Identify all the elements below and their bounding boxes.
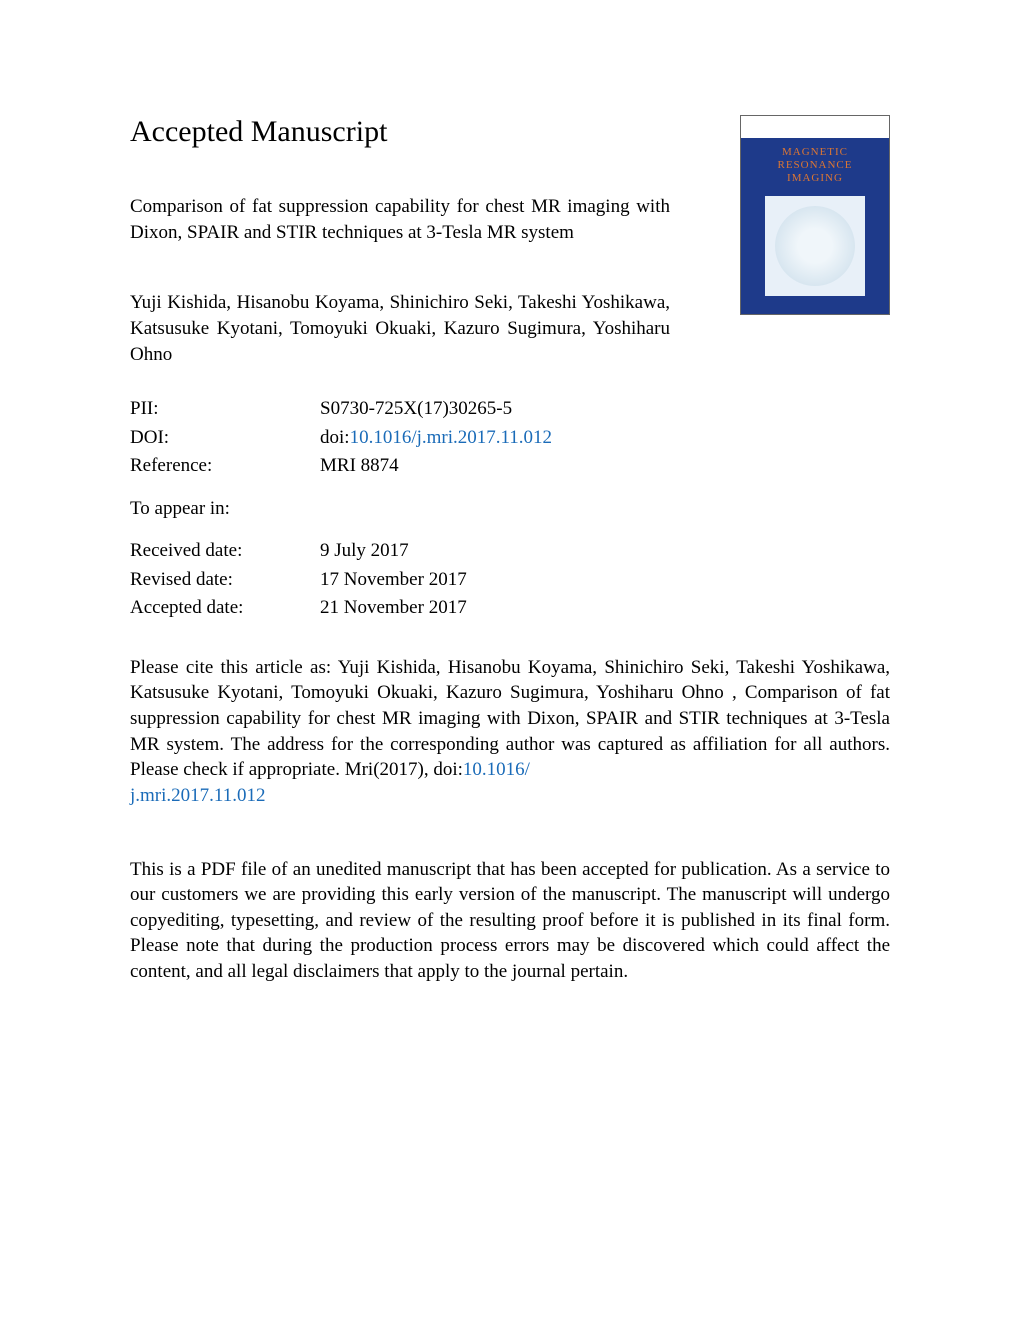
article-authors: Yuji Kishida, Hisanobu Koyama, Shinichir… bbox=[130, 290, 670, 367]
disclaimer-paragraph: This is a PDF file of an unedited manusc… bbox=[130, 857, 890, 985]
doi-value: doi:10.1016/j.mri.2017.11.012 bbox=[320, 424, 890, 453]
citation-instruction: Please cite this article as: Yuji Kishid… bbox=[130, 655, 890, 809]
citation-doi-link-part2[interactable]: j.mri.2017.11.012 bbox=[130, 785, 265, 806]
accepted-label: Accepted date: bbox=[130, 594, 320, 623]
pii-value: S0730-725X(17)30265-5 bbox=[320, 395, 890, 424]
received-value: 9 July 2017 bbox=[320, 537, 890, 566]
accepted-value: 21 November 2017 bbox=[320, 594, 890, 623]
cover-title-line-3: IMAGING bbox=[745, 172, 885, 185]
reference-value: MRI 8874 bbox=[320, 452, 890, 481]
article-title: Comparison of fat suppression capability… bbox=[130, 194, 670, 245]
appear-label: To appear in: bbox=[130, 495, 320, 524]
revised-value: 17 November 2017 bbox=[320, 566, 890, 595]
doi-label: DOI: bbox=[130, 424, 320, 453]
revised-label: Revised date: bbox=[130, 566, 320, 595]
article-metadata-table: PII: S0730-725X(17)30265-5 DOI: doi:10.1… bbox=[130, 395, 890, 623]
cover-title-line-1: MAGNETIC bbox=[745, 146, 885, 159]
journal-cover-thumbnail: MAGNETIC RESONANCE IMAGING bbox=[740, 115, 890, 315]
pii-label: PII: bbox=[130, 395, 320, 424]
doi-prefix: doi: bbox=[320, 427, 350, 448]
appear-value bbox=[320, 495, 890, 524]
received-label: Received date: bbox=[130, 537, 320, 566]
cover-title-line-2: RESONANCE bbox=[745, 159, 885, 172]
cover-publisher-bar bbox=[741, 116, 889, 138]
citation-doi-link-part1[interactable]: 10.1016/ bbox=[463, 759, 530, 780]
reference-label: Reference: bbox=[130, 452, 320, 481]
cover-journal-title: MAGNETIC RESONANCE IMAGING bbox=[741, 138, 889, 190]
cover-art-image bbox=[765, 196, 865, 296]
doi-link[interactable]: 10.1016/j.mri.2017.11.012 bbox=[350, 427, 553, 448]
